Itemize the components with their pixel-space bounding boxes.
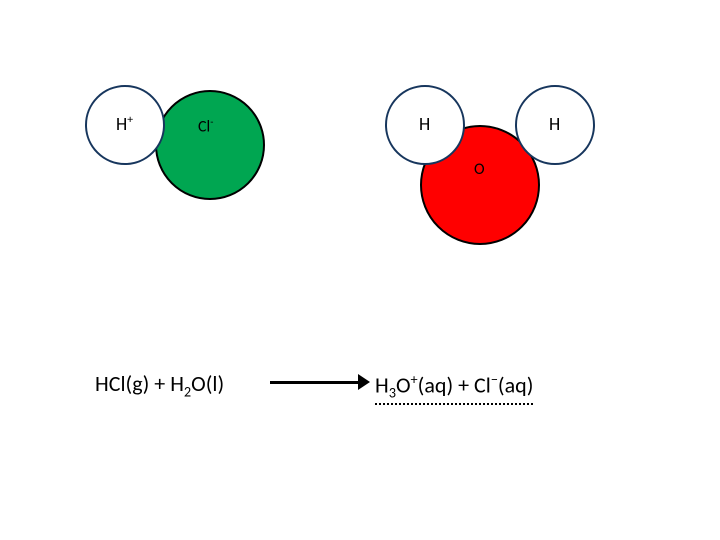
- atom-o-label: O: [474, 160, 485, 179]
- reaction-arrow-line: [270, 381, 358, 384]
- atom-cl: [155, 90, 265, 200]
- atom-h-right-label: H: [549, 113, 560, 135]
- equation-left: HCl(g) + H2O(l): [95, 370, 224, 400]
- equation-right: H3O+(aq) + Cl−(aq): [375, 370, 533, 405]
- diagram-stage: Cl- H+ O H H HCl(g) + H2O(l) H3O+(aq) + …: [0, 0, 720, 540]
- atom-cl-label: Cl-: [198, 115, 213, 136]
- atom-h-plus-label: H+: [116, 113, 133, 135]
- atom-h-left-label: H: [419, 113, 430, 135]
- reaction-arrow-head: [358, 374, 370, 390]
